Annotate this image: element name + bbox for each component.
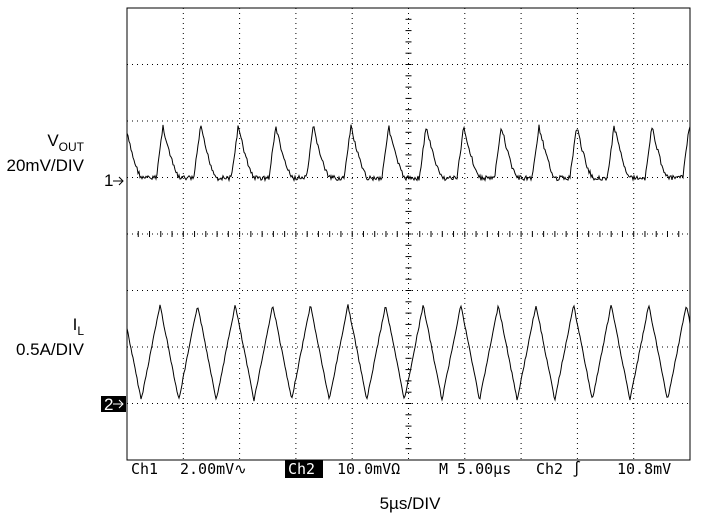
trigger-level: 10.8mV bbox=[617, 460, 671, 478]
ch1-arrow bbox=[113, 176, 124, 186]
il-label: IL bbox=[73, 315, 85, 338]
vout-trace bbox=[126, 124, 691, 183]
ch2-arrow bbox=[113, 399, 124, 409]
vout-label: VOUT bbox=[47, 131, 84, 154]
ch1-marker: 1 bbox=[104, 171, 113, 190]
vout-scale: 20mV/DIV bbox=[7, 156, 85, 175]
il-scale: 0.5A/DIV bbox=[16, 340, 85, 359]
ch2-label: Ch2 bbox=[288, 460, 315, 478]
timebase: M 5.00µs bbox=[439, 460, 511, 478]
ch1-label: Ch1 bbox=[131, 460, 158, 478]
il-trace bbox=[126, 304, 691, 402]
ch1-scale: 2.00mV∿ bbox=[180, 460, 247, 478]
ch2-scale: 10.0mVΩ bbox=[337, 460, 400, 478]
trigger-source: Ch2 ∫ bbox=[536, 460, 581, 478]
graticule bbox=[126, 7, 691, 460]
ch2-marker: 2 bbox=[104, 395, 113, 414]
x-axis-label: 5µs/DIV bbox=[380, 494, 441, 513]
ch2-box bbox=[285, 460, 323, 478]
